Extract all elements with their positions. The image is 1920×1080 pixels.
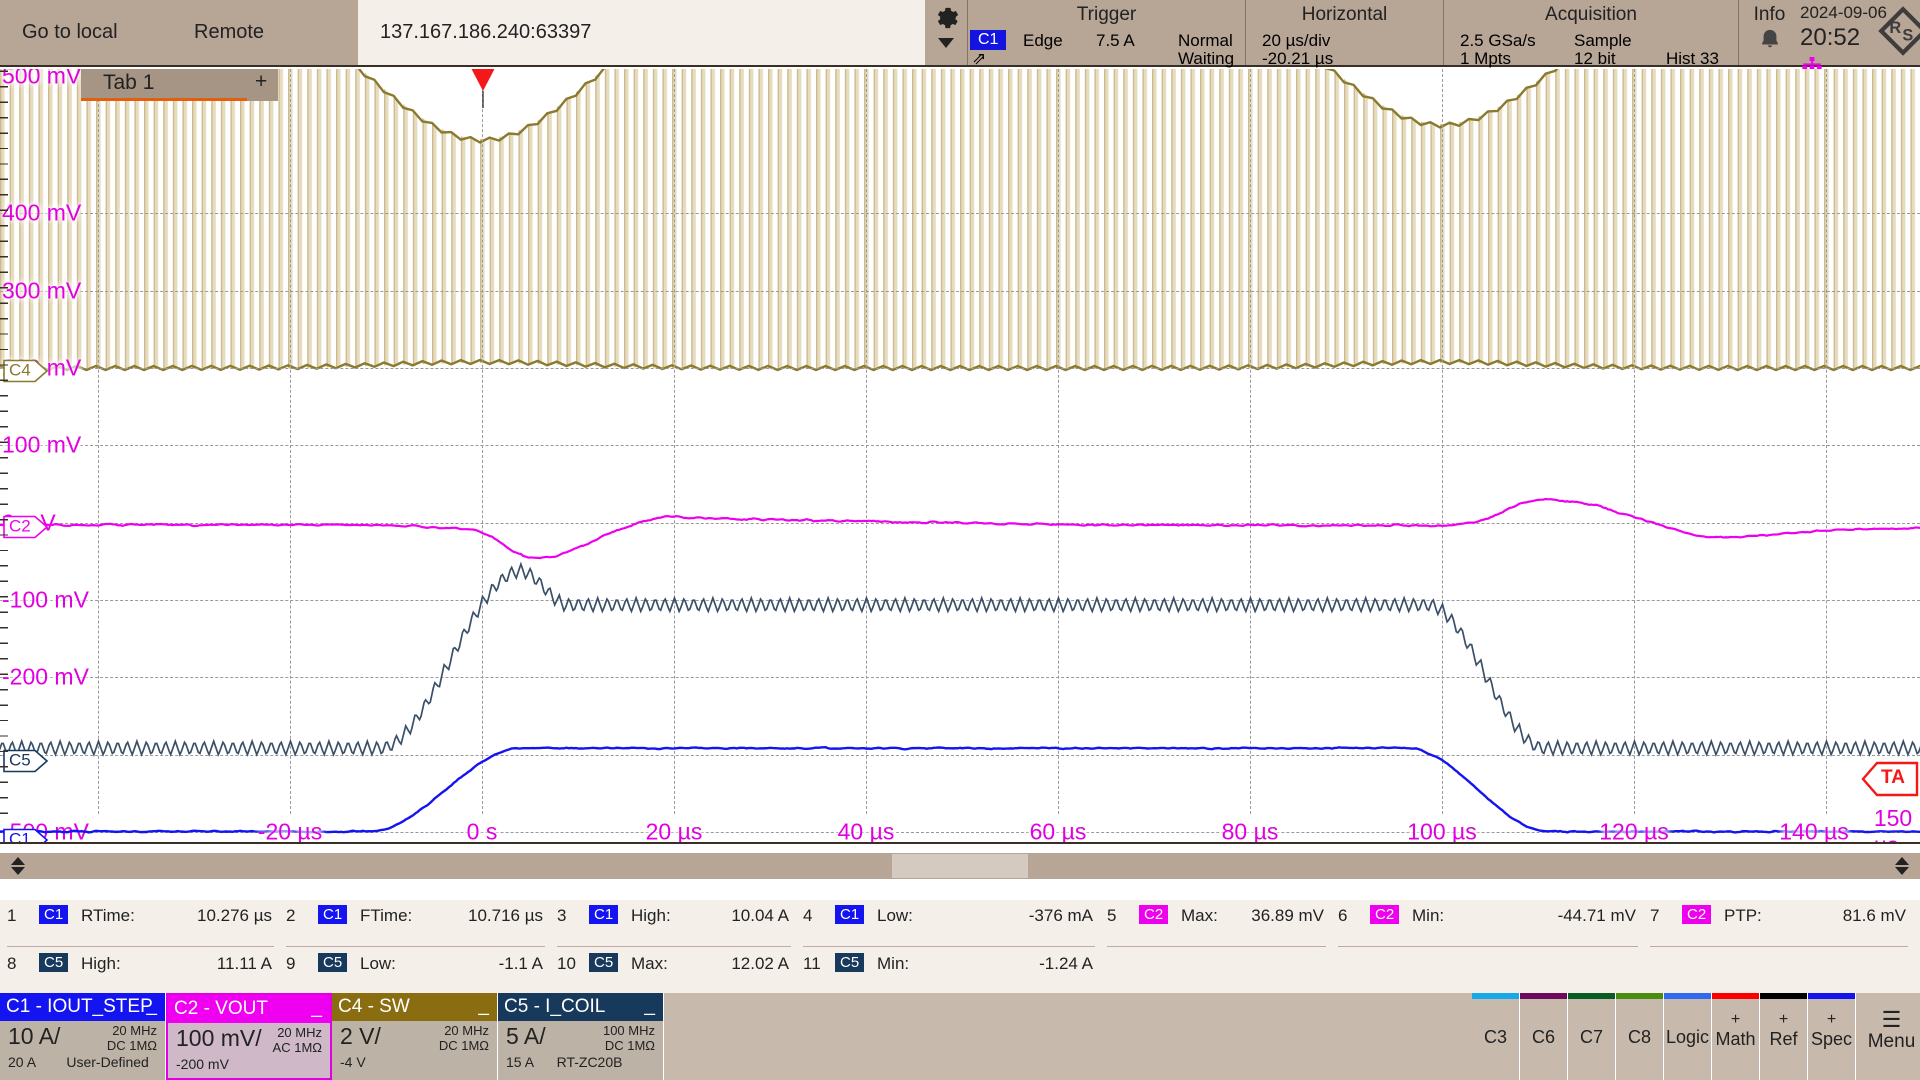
svg-text:S: S bbox=[1902, 27, 1913, 45]
svg-text:R: R bbox=[1889, 19, 1901, 37]
